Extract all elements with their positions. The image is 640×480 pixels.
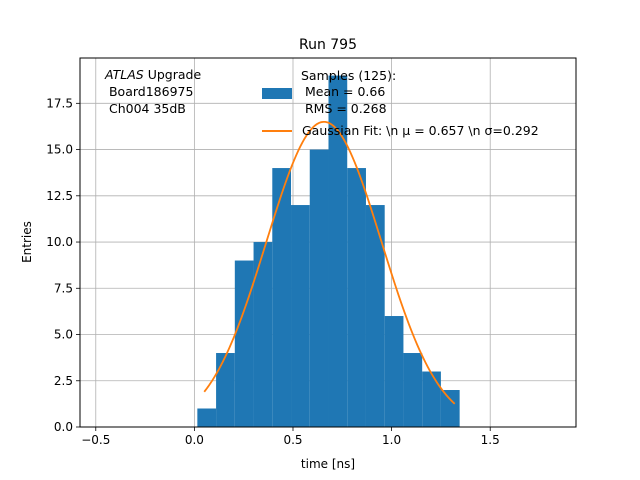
histogram-bar: [328, 75, 348, 428]
histogram-bar: [291, 205, 310, 427]
x-tick-label: 0.5: [283, 433, 302, 447]
x-axis-label: time [ns]: [301, 457, 355, 471]
annotation-line-2: Board186975: [105, 84, 193, 99]
histogram-bar: [384, 316, 404, 427]
y-tick-label: 2.5: [54, 374, 73, 388]
histogram-bar: [309, 149, 329, 427]
annotation-line-1: ATLAS Upgrade: [104, 67, 201, 82]
x-axis-ticks: −0.5 0.0 0.5 1.0 1.5: [81, 427, 500, 447]
legend-samples-line-1: Samples (125):: [301, 68, 396, 83]
histogram-bar: [197, 408, 217, 427]
histogram-bar: [422, 371, 441, 427]
histogram-bar: [440, 390, 460, 427]
y-tick-label: 7.5: [54, 281, 73, 295]
y-tick-label: 17.5: [46, 96, 73, 110]
x-tick-label: −0.5: [81, 433, 110, 447]
histogram-bar: [347, 168, 366, 428]
legend-samples-line-2: Mean = 0.66: [301, 84, 385, 99]
x-tick-label: 1.0: [382, 433, 401, 447]
annotation-line-3: Ch004 35dB: [105, 101, 186, 116]
legend: Samples (125): Mean = 0.66 RMS = 0.268 G…: [262, 68, 539, 138]
y-axis-label: Entries: [20, 221, 34, 263]
legend-samples-line-3: RMS = 0.268: [301, 101, 387, 116]
histogram-bar: [403, 353, 423, 427]
chart-title: Run 795: [299, 37, 357, 53]
x-tick-label: 0.0: [185, 433, 204, 447]
histogram-bar: [216, 353, 235, 427]
legend-samples-swatch: [262, 88, 292, 99]
y-tick-label: 15.0: [46, 143, 73, 157]
histogram-bar: [234, 260, 254, 427]
gaussian-fit-layer: [203, 120, 456, 405]
axes-frame: [79, 57, 577, 428]
y-tick-label: 10.0: [46, 235, 73, 249]
annotation-rest: Upgrade: [144, 67, 202, 82]
histogram-bar: [365, 205, 385, 427]
annotation-italic: ATLAS: [104, 67, 144, 82]
histogram-bar: [272, 168, 292, 428]
x-tick-label: 1.5: [481, 433, 500, 447]
y-axis-ticks: 0.0 2.5 5.0 7.5 10.0 12.5 15.0 17.5: [46, 96, 80, 434]
y-tick-label: 12.5: [46, 189, 73, 203]
experiment-annotation: ATLAS Upgrade Board186975 Ch004 35dB: [104, 67, 201, 116]
histogram-bars: [197, 75, 460, 428]
gaussian-fit-curve: [203, 120, 456, 405]
histogram-bar: [253, 242, 273, 427]
y-tick-label: 0.0: [54, 420, 73, 434]
legend-fit-label: Gaussian Fit: \n μ = 0.657 \n σ=0.292: [302, 123, 539, 138]
y-tick-label: 5.0: [54, 328, 73, 342]
